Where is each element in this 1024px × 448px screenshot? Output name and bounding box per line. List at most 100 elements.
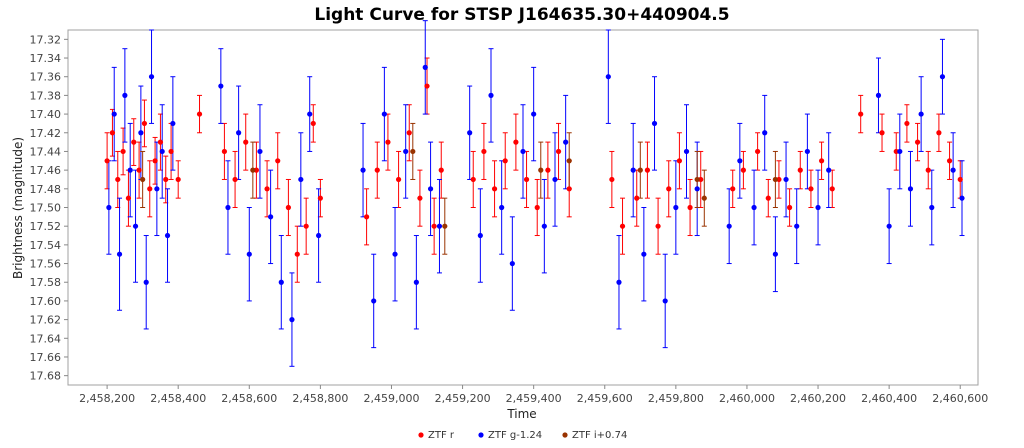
data-point	[804, 148, 810, 155]
data-point	[168, 148, 174, 155]
y-tick-label: 17.66	[30, 351, 62, 364]
x-tick-label: 2,460,600	[932, 392, 988, 405]
data-point	[509, 260, 515, 267]
data-point	[122, 92, 128, 98]
x-tick-label: 2,459,000	[363, 392, 419, 405]
data-point	[655, 223, 661, 229]
y-tick-label: 17.56	[30, 258, 62, 271]
y-tick-label: 17.58	[30, 276, 62, 289]
data-point	[751, 204, 757, 211]
data-point	[730, 186, 736, 192]
x-tick-label: 2,460,400	[861, 392, 917, 405]
data-point	[246, 251, 252, 257]
data-point	[552, 176, 558, 183]
data-point	[755, 148, 761, 155]
data-point	[427, 186, 434, 192]
data-point	[737, 158, 743, 164]
data-point	[236, 130, 242, 136]
data-point	[392, 251, 398, 257]
x-tick-label: 2,458,800	[292, 392, 348, 405]
data-point	[826, 167, 832, 173]
data-point	[676, 158, 683, 164]
y-tick-label: 17.40	[30, 108, 62, 121]
data-point	[897, 148, 903, 155]
data-point	[634, 195, 640, 201]
data-point	[104, 158, 110, 164]
data-point	[959, 195, 965, 201]
data-point	[424, 83, 430, 89]
legend-marker	[418, 432, 424, 438]
data-point	[360, 167, 366, 173]
data-point	[740, 167, 746, 173]
data-point	[683, 148, 690, 155]
data-point	[143, 279, 149, 285]
y-tick-label: 17.48	[30, 183, 62, 196]
data-point	[395, 176, 402, 183]
chart-title: Light Curve for STSP J164635.30+440904.5	[314, 5, 729, 25]
y-tick-label: 17.52	[30, 220, 62, 233]
data-point	[268, 214, 274, 220]
y-tick-label: 17.60	[30, 295, 62, 308]
data-point	[794, 223, 800, 229]
data-point	[438, 167, 444, 173]
data-point	[534, 204, 540, 211]
data-point	[116, 251, 123, 257]
data-point	[858, 111, 864, 117]
y-axis-label: Brightness (magnitude)	[11, 137, 25, 279]
data-point	[371, 298, 377, 304]
y-tick-label: 17.50	[30, 202, 62, 215]
data-point	[545, 167, 551, 173]
data-point	[363, 214, 370, 220]
data-point	[422, 64, 428, 70]
data-point	[147, 186, 153, 192]
data-point	[904, 120, 910, 127]
data-point	[307, 111, 313, 117]
data-point	[566, 186, 572, 192]
data-point	[431, 223, 437, 229]
data-point	[157, 139, 164, 145]
data-point	[257, 148, 263, 155]
data-point	[141, 120, 148, 127]
data-point	[470, 176, 476, 183]
data-point	[694, 186, 700, 192]
data-points	[104, 64, 965, 323]
data-point	[218, 83, 224, 89]
legend: ZTF r ZTF g-1.24 ZTF i+0.74	[418, 430, 627, 441]
data-point	[253, 167, 259, 173]
data-point	[502, 158, 508, 164]
data-point	[541, 223, 547, 229]
data-point	[285, 204, 291, 211]
data-point	[772, 176, 778, 183]
data-point	[140, 176, 146, 183]
data-point	[605, 74, 611, 80]
data-point	[666, 186, 672, 192]
data-point	[417, 195, 423, 201]
data-point	[783, 176, 789, 183]
data-point	[164, 232, 171, 239]
data-point	[563, 139, 569, 145]
data-point	[499, 204, 505, 211]
data-point	[381, 111, 387, 117]
data-point	[765, 195, 771, 201]
x-tick-label: 2,459,800	[648, 392, 704, 405]
data-point	[925, 167, 931, 173]
data-point	[403, 148, 409, 155]
data-point	[818, 158, 825, 164]
data-point	[481, 148, 487, 155]
data-point	[488, 92, 494, 98]
x-tick-label: 2,460,200	[790, 392, 846, 405]
legend-entry: ZTF r	[428, 430, 455, 441]
data-point	[406, 130, 412, 136]
data-point	[154, 186, 160, 192]
data-point	[250, 167, 256, 173]
x-tick-label: 2,459,400	[506, 392, 562, 405]
data-point	[673, 204, 679, 211]
data-point	[914, 139, 921, 145]
data-point	[175, 176, 181, 183]
data-point	[163, 176, 169, 183]
data-point	[477, 232, 483, 239]
data-point	[159, 148, 165, 155]
y-tick-label: 17.54	[30, 239, 62, 252]
data-point	[148, 74, 155, 80]
